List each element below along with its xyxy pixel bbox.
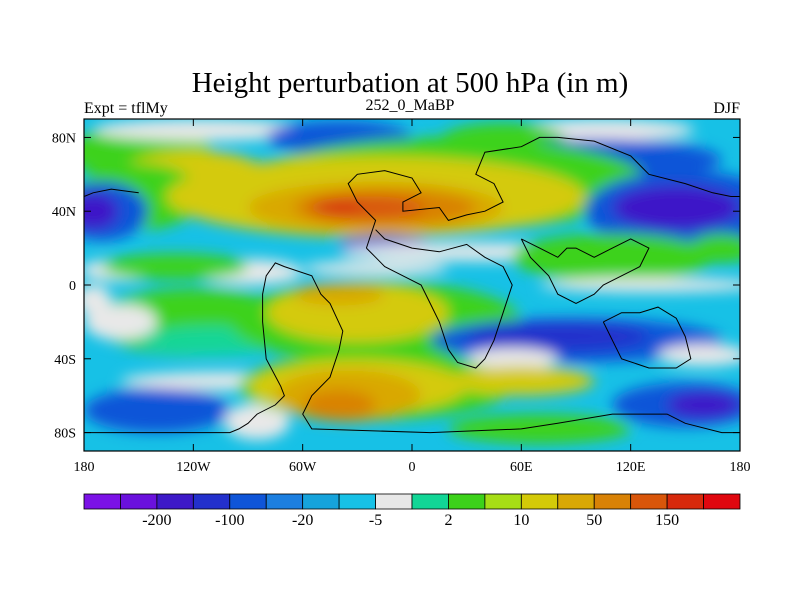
- colorbar-label-2: -20: [292, 512, 313, 529]
- colorbar-box-11: [484, 493, 522, 510]
- contour-region-45: [302, 390, 376, 420]
- colorbar-box-13: [557, 493, 595, 510]
- left-string: Expt = tflMy: [84, 100, 168, 117]
- contour-region-23: [102, 253, 248, 280]
- x-tick-label-1: 120W: [176, 460, 211, 475]
- colorbar-box-12: [520, 493, 559, 510]
- colorbar-box-2: [156, 493, 194, 510]
- continent-outline-3: [366, 229, 513, 369]
- colorbar-label-1: -100: [215, 512, 244, 529]
- colorbar-label-5: 10: [513, 512, 529, 529]
- continent-outline-5: [602, 306, 692, 369]
- x-tick-label-2: 60W: [289, 460, 317, 475]
- colorbar-box-9: [411, 493, 449, 510]
- continent-outline-0: [84, 262, 740, 434]
- x-tick-label-6: 180: [730, 460, 751, 475]
- y-tick-label-0: 80N: [52, 131, 76, 146]
- colorbar-box-8: [375, 493, 413, 510]
- colorbar-box-10: [448, 493, 486, 510]
- contour-region-46: [448, 414, 631, 444]
- continent-outline-1: [347, 136, 740, 249]
- contour-region-47: [448, 366, 595, 396]
- colorbar-label-3: -5: [369, 512, 382, 529]
- colorbar-label-0: -200: [142, 512, 171, 529]
- contour-region-15: [317, 202, 361, 214]
- colorbar-box-3: [192, 493, 231, 510]
- chart-title: Height perturbation at 500 hPa (in m): [192, 67, 629, 99]
- contour-region-49: [667, 391, 740, 418]
- x-axis: 180 120W 60W 0 60E 120E 180: [74, 119, 751, 475]
- contour-region-36: [466, 321, 649, 352]
- contour-region-38: [658, 344, 740, 367]
- colorbar-box-4: [229, 493, 267, 510]
- colorbar-label-6: 50: [586, 512, 602, 529]
- y-tick-label-2: 0: [69, 279, 76, 294]
- contour-region-27: [688, 233, 740, 263]
- continent-outline-2: [84, 188, 139, 197]
- contour-region-22: [302, 261, 449, 276]
- x-tick-label-3: 0: [409, 460, 416, 475]
- x-tick-label-4: 60E: [510, 460, 533, 475]
- contour-region-41: [224, 403, 290, 440]
- right-string: DJF: [713, 100, 740, 117]
- contour-region-40: [84, 388, 230, 433]
- contour-regions: [84, 119, 740, 444]
- contour-region-25: [512, 233, 713, 282]
- colorbar-box-0: [83, 493, 121, 510]
- contour-region-30: [84, 303, 157, 341]
- colorbar-box-16: [666, 493, 704, 510]
- colorbar-box-14: [593, 493, 632, 510]
- contour-region-2: [93, 119, 312, 142]
- contour-region-9: [84, 192, 119, 230]
- y-tick-label-3: 40S: [54, 353, 76, 368]
- colorbar: -200 -100 -20 -5 2 10 50 150: [83, 493, 741, 529]
- colorbar-label-4: 2: [444, 512, 452, 529]
- contour-region-14: [308, 196, 425, 219]
- contour-region-37: [466, 347, 558, 370]
- y-axis: 80N 40N 0 40S 80S: [52, 131, 740, 442]
- center-string: 252_0_MaBP: [366, 97, 455, 114]
- x-tick-label-0: 180: [74, 460, 95, 475]
- colorbar-box-7: [338, 493, 376, 510]
- continent-outlines: [84, 136, 740, 434]
- y-tick-label-1: 40N: [52, 205, 76, 220]
- colorbar-box-5: [265, 493, 304, 510]
- colorbar-label-7: 150: [655, 512, 679, 529]
- colorbar-box-1: [120, 493, 158, 510]
- colorbar-box-17: [703, 493, 741, 510]
- map-area: [84, 119, 740, 451]
- colorbar-box-6: [302, 493, 340, 510]
- y-tick-label-4: 80S: [54, 427, 76, 442]
- contour-region-34: [293, 283, 385, 306]
- x-tick-label-5: 120E: [616, 460, 646, 475]
- contour-region-17: [612, 185, 740, 230]
- contour-region-26: [539, 277, 740, 293]
- continent-outline-4: [520, 238, 650, 304]
- colorbar-box-15: [630, 493, 668, 510]
